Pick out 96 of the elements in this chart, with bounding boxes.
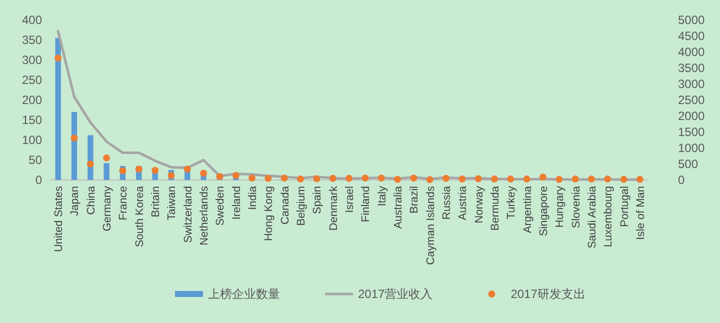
x-tick-label: Brazil <box>408 186 421 214</box>
point <box>346 174 352 182</box>
x-tick-label: South Korea <box>134 185 146 248</box>
x-tick-label: Spain <box>312 186 324 214</box>
x-tick-label: Belgium <box>296 186 308 226</box>
y2-tick-label: 5000 <box>678 13 706 27</box>
y2-tick-label: 500 <box>678 157 698 171</box>
y2-tick-label: 2000 <box>678 109 706 123</box>
point <box>329 174 336 182</box>
x-tick-label: Slovenia <box>570 185 582 228</box>
x-tick-label: Netherlands <box>198 186 211 246</box>
point <box>572 176 579 183</box>
x-tick-label: Hong Kong <box>263 186 276 242</box>
bar <box>104 163 110 180</box>
point <box>135 166 142 173</box>
point <box>458 176 466 183</box>
y-tick-label: 50 <box>28 153 42 167</box>
legend-label: 上榜企业数量 <box>208 287 280 301</box>
legend-label: 2017研发支出 <box>510 287 586 301</box>
point <box>636 176 644 183</box>
y2-tick-label: 0 <box>678 173 685 187</box>
y-tick-label: 0 <box>35 173 42 187</box>
point <box>280 174 288 182</box>
x-tick-label: Russia <box>440 185 453 220</box>
y2-tick-label: 2500 <box>678 93 706 107</box>
x-tick-label: Germany <box>102 186 114 232</box>
point <box>86 160 94 168</box>
x-tick-label: France <box>118 186 130 220</box>
y2-tick-label: 4500 <box>678 29 706 43</box>
y-tick-label: 250 <box>22 73 42 87</box>
x-tick-label: Hungary <box>554 186 566 228</box>
point <box>362 174 369 182</box>
x-tick-label: Austria <box>457 185 470 220</box>
bar <box>55 38 61 180</box>
y-tick-label: 150 <box>22 113 42 127</box>
x-tick-label: Ireland <box>230 186 243 220</box>
x-tick-label: Taiwan <box>166 186 178 220</box>
legend-label: 2017营业收入 <box>358 287 433 301</box>
point <box>297 176 304 183</box>
x-tick-label: Israel <box>344 186 356 213</box>
x-tick-label: China <box>85 185 98 215</box>
x-tick-label: Britain <box>150 186 162 218</box>
x-tick-label: Australia <box>392 185 404 229</box>
x-tick-label: Canada <box>279 185 292 225</box>
point <box>184 166 191 173</box>
x-tick-label: India <box>247 185 260 210</box>
y2-tick-label: 1500 <box>678 125 706 139</box>
x-tick-label: Italy <box>376 186 388 206</box>
point <box>394 176 401 183</box>
point <box>426 176 434 184</box>
x-tick-label: Sweden <box>214 186 227 226</box>
point <box>232 172 240 180</box>
point <box>410 174 418 182</box>
point <box>378 174 385 182</box>
x-tick-label: Norway <box>473 186 486 224</box>
point <box>523 176 530 183</box>
y-tick-label: 400 <box>22 13 42 27</box>
x-tick-label: Japan <box>69 186 82 216</box>
point <box>490 176 498 183</box>
point <box>442 174 450 182</box>
y-tick-label: 300 <box>22 53 42 67</box>
point <box>474 175 482 182</box>
x-tick-label: Finland <box>360 186 372 222</box>
point <box>588 176 595 183</box>
point <box>54 54 62 62</box>
x-tick-label: Argentina <box>522 185 534 234</box>
point <box>604 176 612 183</box>
point <box>152 166 159 174</box>
point <box>119 167 126 174</box>
y2-tick-label: 4000 <box>678 45 706 59</box>
point <box>264 174 272 182</box>
y-tick-label: 200 <box>22 93 42 107</box>
y-tick-label: 350 <box>22 33 42 47</box>
point <box>200 170 208 177</box>
y2-tick-label: 3500 <box>678 61 706 75</box>
x-tick-label: Singapore <box>538 186 550 236</box>
x-tick-label: Turkey <box>506 186 518 220</box>
x-tick-label: Isle of Man <box>634 186 647 240</box>
x-tick-label: United States <box>53 186 66 252</box>
x-tick-label: Bermuda <box>489 185 502 231</box>
y-tick-label: 100 <box>22 133 42 147</box>
point <box>620 176 628 183</box>
point <box>103 154 110 162</box>
x-tick-label: Denmark <box>328 186 340 231</box>
point <box>70 134 78 142</box>
y2-tick-label: 3000 <box>678 77 706 91</box>
point <box>507 176 514 183</box>
y2-tick-label: 1000 <box>678 141 706 155</box>
x-tick-label: Portugal <box>618 186 631 227</box>
x-tick-label: Switzerland <box>182 186 194 243</box>
x-tick-label: Luxembourg <box>602 186 615 248</box>
point <box>556 176 563 183</box>
point <box>539 174 546 181</box>
x-tick-label: Saudi Arabia <box>586 185 598 248</box>
x-tick-label: Cayman Islands <box>424 186 437 265</box>
point <box>313 175 320 182</box>
